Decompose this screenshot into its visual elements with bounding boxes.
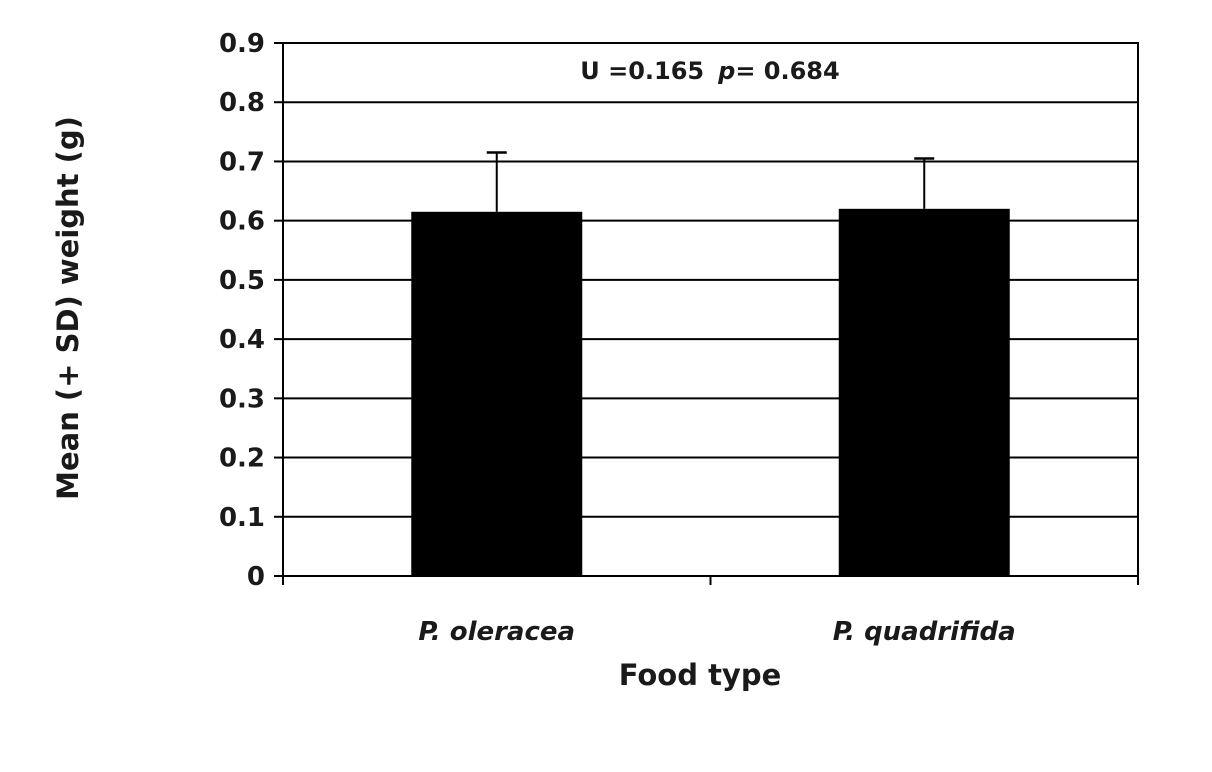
x-tick-labels: P. oleracea P. quadrifida (418, 617, 1015, 647)
p-label: p (717, 57, 735, 85)
y-tick-label: 0.8 (219, 88, 265, 118)
y-tick-label: 0.3 (219, 384, 265, 414)
y-tick-label: 0 (247, 562, 265, 592)
y-axis-title: Mean (+ SD) weight (g) (51, 116, 85, 500)
bars (411, 208, 1010, 577)
u-statistic: U =0.165 (580, 57, 704, 85)
x-axis-title: Food type (619, 658, 782, 692)
y-tick-label: 0.1 (219, 503, 265, 533)
p-value: = 0.684 (735, 57, 839, 85)
x-tick-label: P. oleracea (418, 617, 575, 647)
y-tick-label: 0.7 (219, 147, 265, 177)
error-bars (486, 151, 935, 212)
y-tick-label: 0.5 (219, 266, 265, 296)
y-tick-label: 0.2 (219, 444, 265, 474)
stats-annotation: U =0.165 p= 0.684 (580, 57, 839, 85)
axes (274, 42, 1139, 585)
bar-2 (838, 208, 1010, 577)
plot-frame (282, 42, 1139, 577)
x-tick-label: P. quadrifida (833, 617, 1016, 647)
y-tick-label: 0.4 (219, 325, 265, 355)
bar-1 (411, 211, 583, 577)
y-tick-label: 0.9 (219, 29, 265, 59)
y-tick-labels: 0 0.1 0.2 0.3 0.4 0.5 0.6 0.7 0.8 0.9 (219, 29, 265, 592)
y-tick-label: 0.6 (219, 207, 265, 237)
